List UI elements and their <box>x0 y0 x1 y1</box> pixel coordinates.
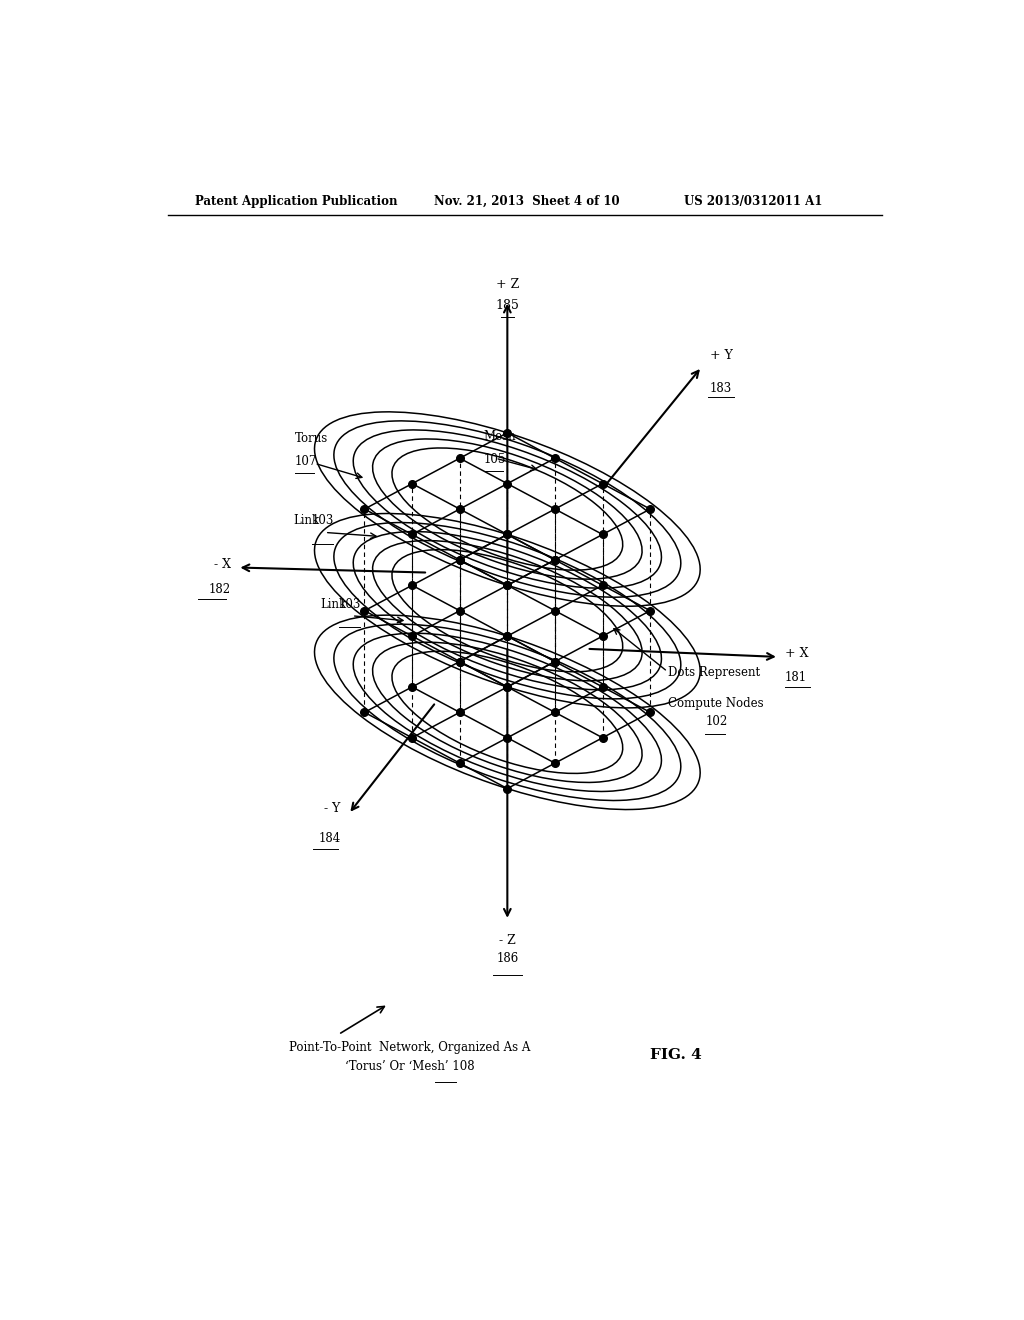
Text: 183: 183 <box>710 381 732 395</box>
Text: FIG. 4: FIG. 4 <box>649 1048 701 1061</box>
Text: 105: 105 <box>483 453 506 466</box>
Text: Compute Nodes: Compute Nodes <box>668 697 763 710</box>
Text: Mesh: Mesh <box>483 430 516 444</box>
Text: Torus: Torus <box>295 432 328 445</box>
Text: Point-To-Point  Network, Organized As A: Point-To-Point Network, Organized As A <box>289 1040 530 1053</box>
Text: Link: Link <box>293 515 319 528</box>
Text: 182: 182 <box>209 582 231 595</box>
Text: + X: + X <box>785 647 809 660</box>
Text: + Y: + Y <box>710 348 732 362</box>
Text: Link: Link <box>321 598 346 611</box>
Text: Nov. 21, 2013  Sheet 4 of 10: Nov. 21, 2013 Sheet 4 of 10 <box>433 194 620 207</box>
Text: - Z: - Z <box>499 935 516 946</box>
Text: 103: 103 <box>312 515 335 528</box>
Text: 186: 186 <box>497 952 518 965</box>
Text: US 2013/0312011 A1: US 2013/0312011 A1 <box>684 194 822 207</box>
Text: - Y: - Y <box>325 803 341 816</box>
Text: Dots Represent: Dots Represent <box>668 665 760 678</box>
Text: 103: 103 <box>339 598 361 611</box>
Text: 102: 102 <box>706 715 728 729</box>
Text: - X: - X <box>214 558 231 572</box>
Text: Patent Application Publication: Patent Application Publication <box>196 194 398 207</box>
Text: ‘Torus’ Or ‘Mesh’ 108: ‘Torus’ Or ‘Mesh’ 108 <box>345 1060 474 1073</box>
Text: 107: 107 <box>295 455 317 469</box>
Text: + Z: + Z <box>496 277 519 290</box>
Text: 184: 184 <box>318 833 341 845</box>
Text: 181: 181 <box>785 671 807 684</box>
Text: 185: 185 <box>496 298 519 312</box>
